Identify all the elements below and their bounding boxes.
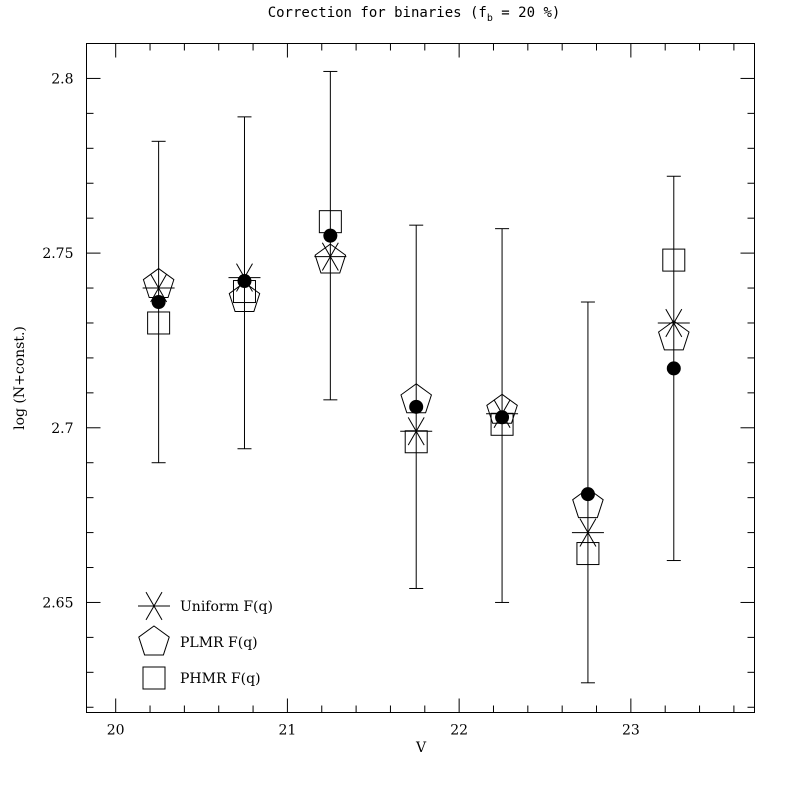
- data-points: [142, 210, 690, 566]
- square-shape: [404, 430, 428, 454]
- circle-shape: [237, 274, 252, 289]
- filled-circle-point: [323, 228, 338, 243]
- asterisk-arm: [579, 518, 597, 547]
- asterisk-arm: [321, 242, 339, 271]
- legend-label: PHMR F(q): [180, 671, 261, 687]
- square-shape: [662, 248, 686, 272]
- x-tick-label: 21: [279, 723, 297, 739]
- axis-tick-labels: 20 21 22 23 2.65 2.7 2.75 2.8: [42, 71, 639, 738]
- x-axis-label: V: [415, 740, 427, 756]
- legend-item: PHMR F(q): [142, 666, 261, 690]
- asterisk-point: [314, 242, 347, 271]
- legend-label: Uniform F(q): [180, 599, 273, 615]
- y-tick-label: 2.75: [42, 246, 73, 262]
- pentagon-point: [228, 281, 261, 312]
- y-tick-label: 2.65: [42, 595, 73, 611]
- circle-shape: [495, 410, 510, 425]
- asterisk-arm: [407, 417, 425, 446]
- pentagon-shape: [657, 320, 690, 351]
- y-tick-label: 2.8: [51, 71, 73, 87]
- filled-circle-point: [495, 410, 510, 425]
- legend-item: PLMR F(q): [138, 625, 258, 656]
- square-legend-icon: [142, 666, 166, 690]
- circle-shape: [151, 295, 166, 310]
- circle-shape: [580, 487, 595, 502]
- pentagon-shape: [572, 488, 604, 519]
- pentagon-point: [314, 243, 347, 274]
- circle-shape: [666, 361, 681, 376]
- y-axis-label: log (N+const.): [12, 326, 28, 430]
- axis-ticks: [86, 43, 755, 713]
- square-point: [662, 248, 686, 272]
- error-bars: [151, 70, 681, 684]
- asterisk-point: [657, 308, 690, 338]
- square-shape: [147, 311, 171, 335]
- pentagon-point: [572, 488, 604, 519]
- filled-circle-point: [151, 295, 166, 310]
- legend: Uniform F(q) PLMR F(q) PHMR F(q): [138, 591, 273, 690]
- pentagon-point: [657, 320, 690, 351]
- square-point: [576, 542, 600, 566]
- square-shape: [142, 666, 166, 690]
- asterisk-point: [571, 518, 604, 547]
- circle-shape: [323, 228, 338, 243]
- square-point: [404, 430, 428, 454]
- circle-shape: [409, 399, 424, 414]
- pentagon-shape: [228, 281, 261, 312]
- asterisk-arm: [145, 591, 163, 621]
- legend-item: Uniform F(q): [138, 591, 273, 621]
- x-tick-label: 20: [107, 723, 125, 739]
- x-tick-label: 22: [450, 723, 468, 739]
- pentagon-shape: [138, 625, 170, 656]
- plot-frame: [86, 43, 755, 713]
- pentagon-legend-icon: [138, 625, 170, 656]
- asterisk-legend-icon: [138, 591, 170, 621]
- y-tick-label: 2.7: [51, 421, 73, 437]
- asterisk-arm: [665, 308, 683, 338]
- x-tick-label: 23: [622, 723, 640, 739]
- legend-label: PLMR F(q): [180, 635, 258, 651]
- square-point: [147, 311, 171, 335]
- pentagon-shape: [314, 243, 347, 274]
- square-shape: [576, 542, 600, 566]
- filled-circle-point: [409, 399, 424, 414]
- filled-circle-point: [666, 361, 681, 376]
- filled-circle-point: [580, 487, 595, 502]
- filled-circle-point: [237, 274, 252, 289]
- chart-title: Correction for binaries (fb = 20 %): [268, 5, 561, 24]
